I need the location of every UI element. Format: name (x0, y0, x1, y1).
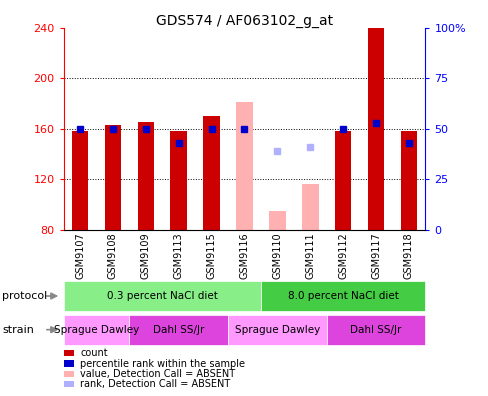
Bar (268, 211, 285, 230)
Bar (400, 131, 416, 230)
Text: value, Detection Call = ABSENT: value, Detection Call = ABSENT (80, 369, 235, 379)
Bar (334, 131, 351, 230)
Text: 8.0 percent NaCl diet: 8.0 percent NaCl diet (287, 291, 398, 301)
Bar (302, 184, 318, 230)
Text: 0.3 percent NaCl diet: 0.3 percent NaCl diet (106, 291, 217, 301)
Bar (170, 131, 186, 230)
Text: Sprague Dawley: Sprague Dawley (234, 325, 319, 335)
Bar (72, 131, 88, 230)
Text: Dahl SS/Jr: Dahl SS/Jr (350, 325, 401, 335)
Text: Dahl SS/Jr: Dahl SS/Jr (153, 325, 204, 335)
Bar (104, 125, 121, 230)
Bar (367, 28, 384, 230)
Text: GDS574 / AF063102_g_at: GDS574 / AF063102_g_at (156, 14, 332, 28)
Bar (137, 122, 154, 230)
Text: percentile rank within the sample: percentile rank within the sample (80, 358, 244, 369)
Text: rank, Detection Call = ABSENT: rank, Detection Call = ABSENT (80, 379, 230, 389)
Text: strain: strain (2, 325, 34, 335)
Bar (236, 102, 252, 230)
Text: protocol: protocol (2, 291, 48, 301)
Text: count: count (80, 348, 107, 358)
Bar (203, 116, 220, 230)
Text: Sprague Dawley: Sprague Dawley (54, 325, 139, 335)
